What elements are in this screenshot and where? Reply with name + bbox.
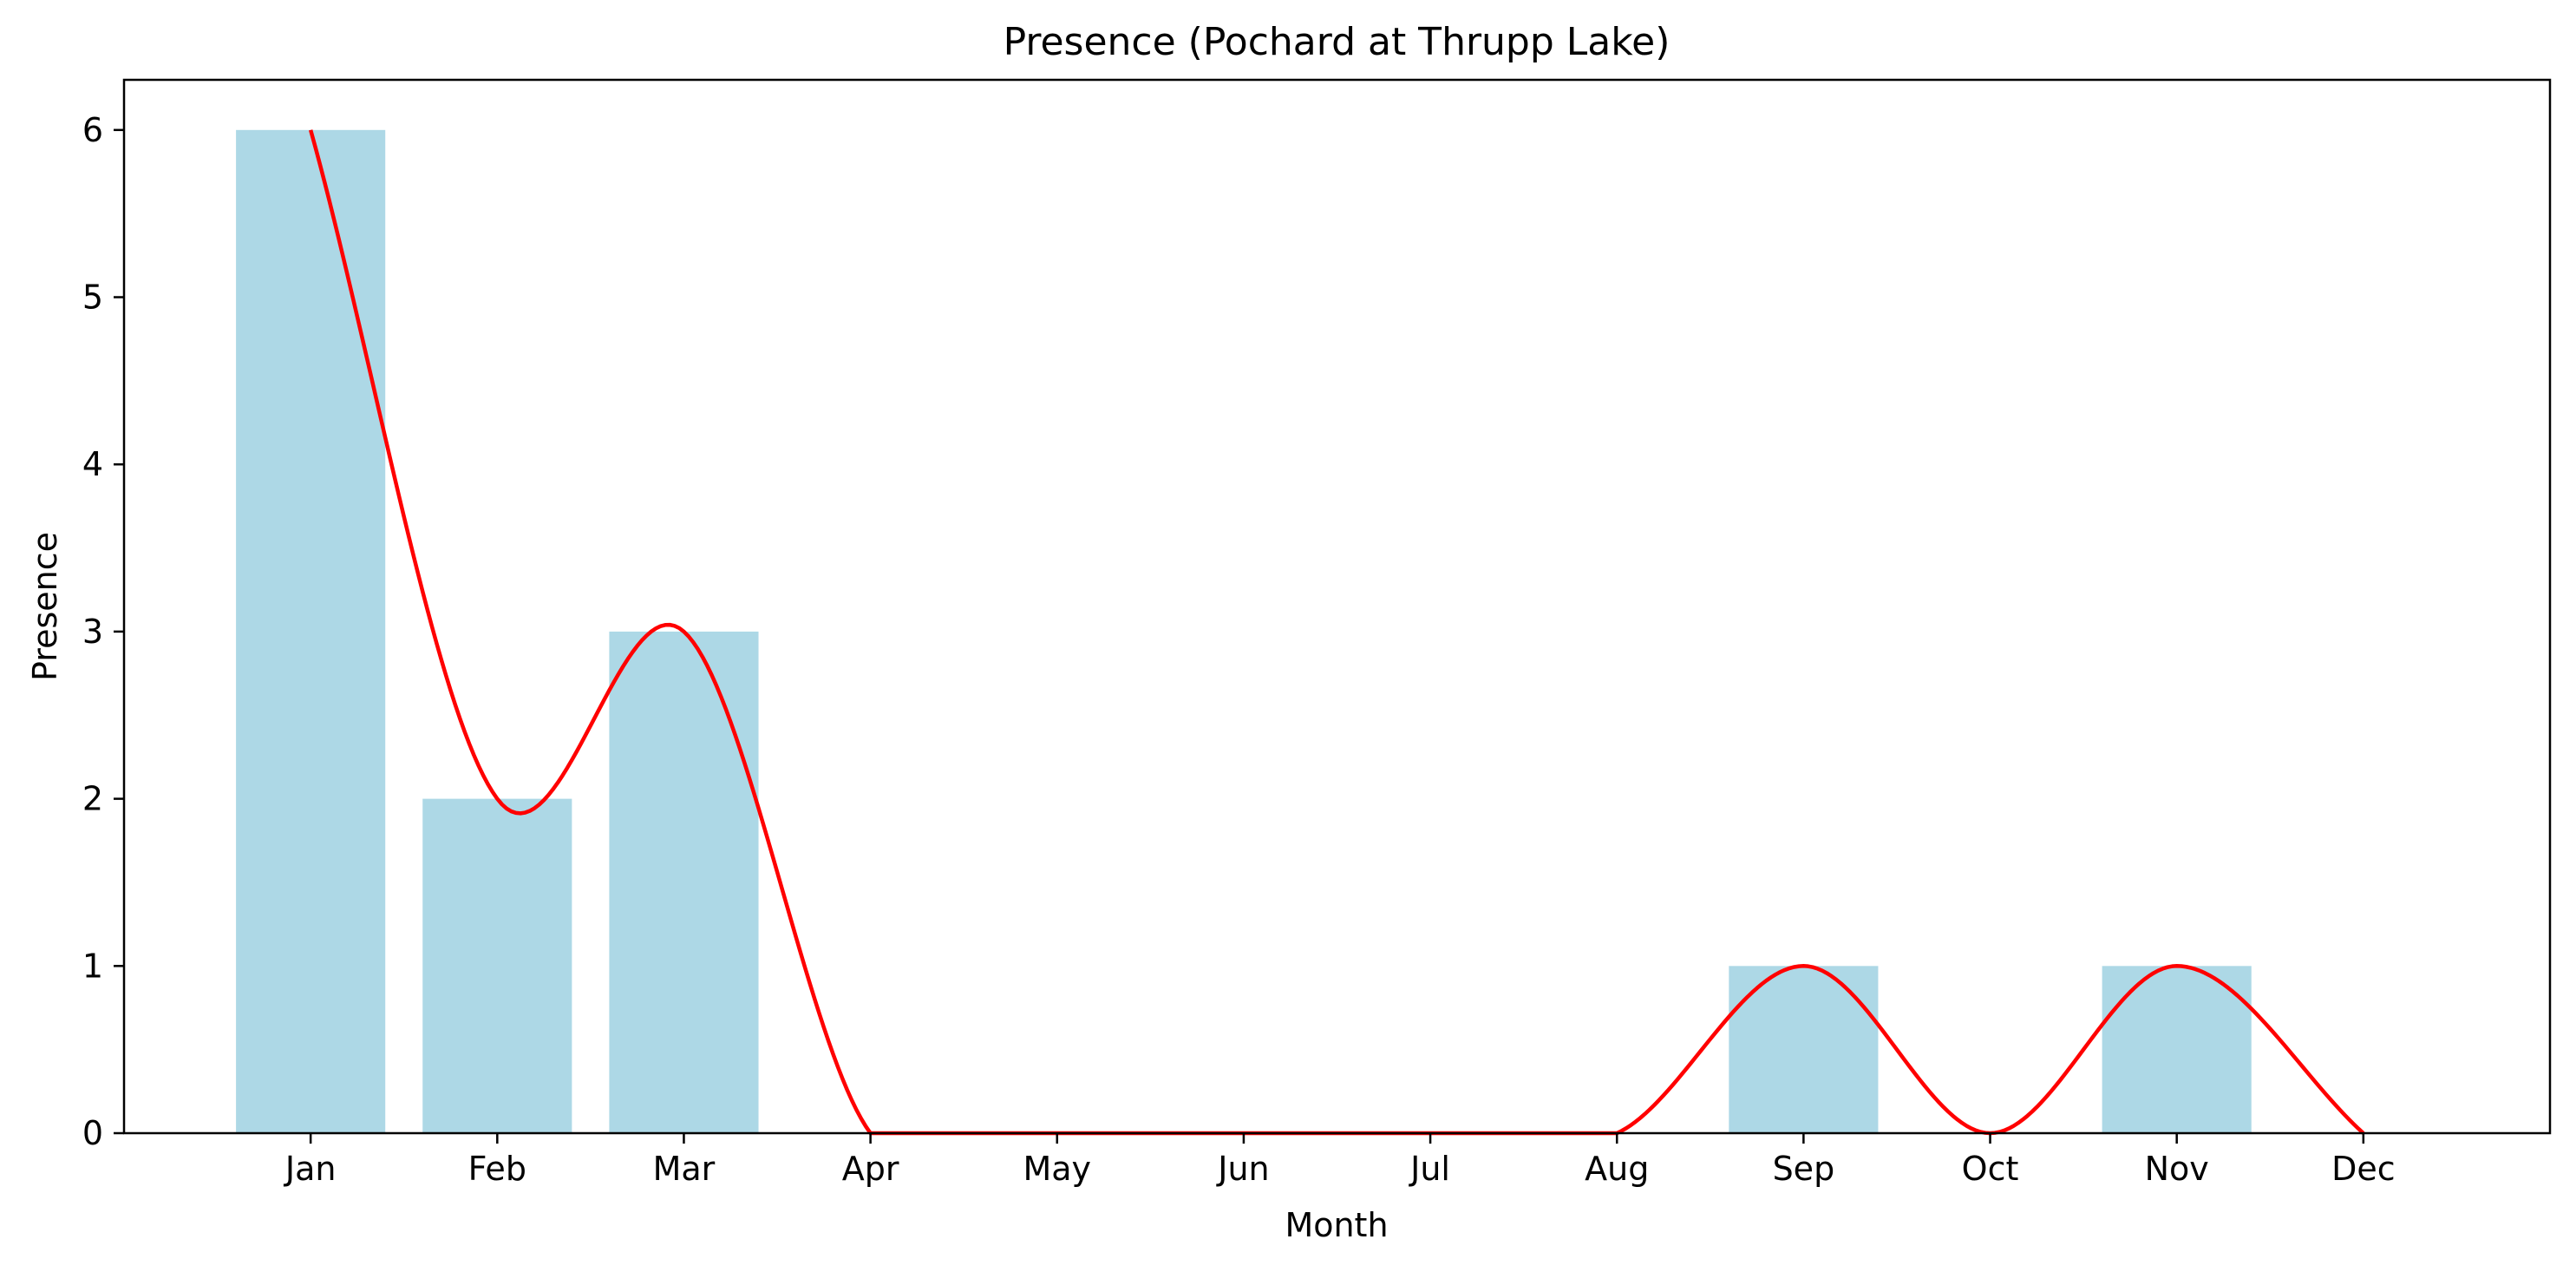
y-tick-label: 6 — [82, 111, 103, 149]
y-tick-label: 5 — [82, 279, 103, 317]
bar-nov — [2102, 966, 2252, 1133]
y-tick-label: 1 — [82, 947, 103, 985]
y-tick-label: 4 — [82, 445, 103, 483]
x-tick-label-jul: Jul — [1409, 1150, 1450, 1188]
x-tick-label-sep: Sep — [1773, 1150, 1835, 1188]
x-tick-label-dec: Dec — [2331, 1150, 2396, 1188]
x-tick-label-apr: Apr — [842, 1150, 899, 1188]
x-tick-label-oct: Oct — [1962, 1150, 2019, 1188]
bar-mar — [609, 631, 759, 1133]
y-axis-label: Presence — [26, 532, 64, 681]
x-tick-label-aug: Aug — [1585, 1150, 1649, 1188]
chart-title: Presence (Pochard at Thrupp Lake) — [1004, 20, 1670, 64]
plot-frame — [122, 78, 2552, 1135]
bars-group — [236, 129, 2252, 1133]
x-tick-label-jun: Jun — [1216, 1150, 1269, 1188]
x-tick-label-may: May — [1023, 1150, 1091, 1188]
bar-jan — [236, 129, 386, 1133]
bar-feb — [422, 798, 572, 1133]
y-tick-label: 0 — [82, 1114, 103, 1152]
x-tick-label-nov: Nov — [2145, 1150, 2209, 1188]
y-tick-label: 3 — [82, 613, 103, 651]
x-axis-label: Month — [1285, 1206, 1388, 1244]
x-tick-label-feb: Feb — [468, 1150, 526, 1188]
x-tick-label-mar: Mar — [653, 1150, 716, 1188]
y-axis-ticks: 0 1 2 3 4 5 6 — [82, 111, 124, 1152]
x-axis-ticks: Jan Feb Mar Apr May Jun Jul Aug Sep Oct Nov Dec — [284, 1133, 2396, 1188]
x-tick-label-jan: Jan — [284, 1150, 337, 1188]
y-tick-label: 2 — [82, 780, 103, 818]
